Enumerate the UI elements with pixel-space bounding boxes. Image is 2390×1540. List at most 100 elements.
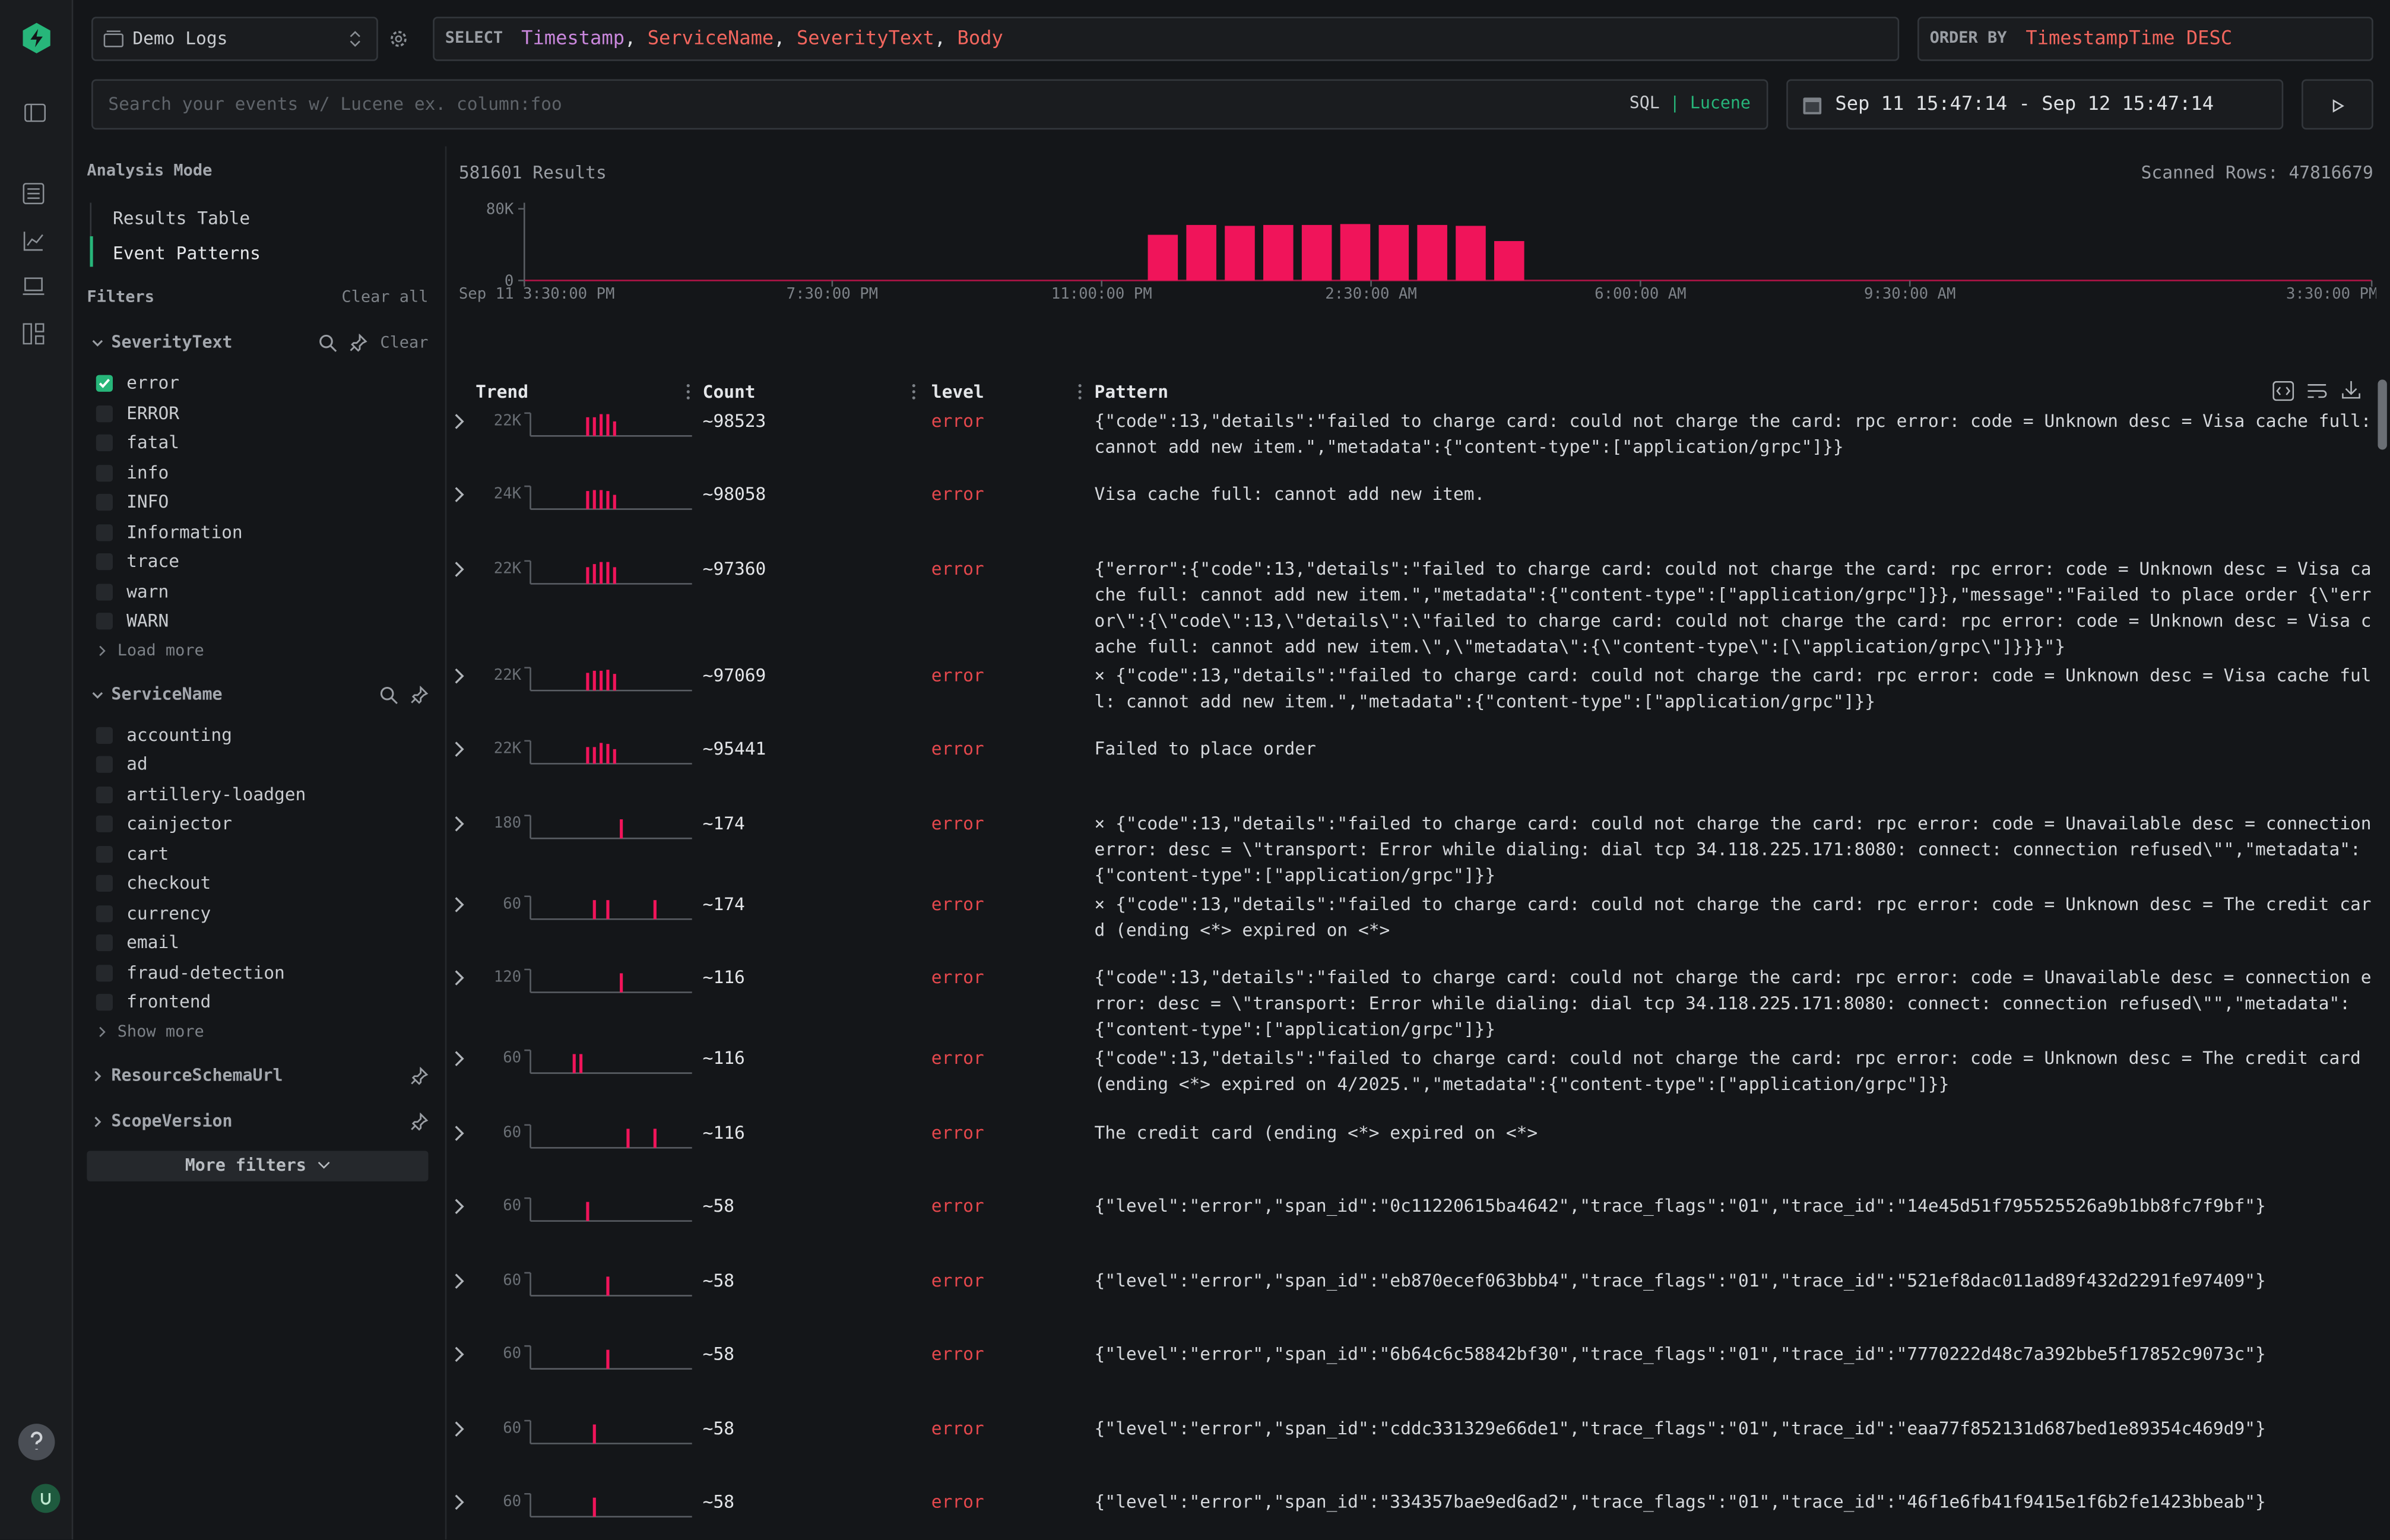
download-button[interactable] — [2341, 379, 2361, 399]
filter-option[interactable]: frontend — [73, 988, 442, 1018]
checkbox[interactable] — [96, 375, 113, 392]
expand-chevron[interactable] — [453, 1050, 465, 1067]
filter-option[interactable]: trace — [73, 547, 442, 577]
pattern-row[interactable]: 22K~97360error{"error":{"code":13,"detai… — [446, 556, 2376, 663]
checkbox[interactable] — [96, 964, 113, 981]
mode-option[interactable]: Results Table — [113, 207, 250, 229]
expand-chevron[interactable] — [453, 486, 465, 503]
wrap-button[interactable] — [2307, 382, 2327, 399]
column-header[interactable]: Count — [703, 378, 756, 407]
checkbox[interactable] — [96, 494, 113, 511]
expand-chevron[interactable] — [453, 413, 465, 429]
run-button[interactable] — [2302, 80, 2373, 130]
load-more[interactable]: Load more — [73, 636, 442, 664]
checkbox[interactable] — [96, 613, 113, 629]
filter-option[interactable]: accounting — [73, 720, 442, 750]
filter-option[interactable]: checkout — [73, 869, 442, 899]
column-header[interactable]: Trend — [476, 378, 528, 407]
checkbox[interactable] — [96, 994, 113, 1010]
checkbox[interactable] — [96, 756, 113, 773]
checkbox[interactable] — [96, 435, 113, 451]
more-filters-button[interactable]: More filters — [87, 1150, 428, 1180]
pin-icon[interactable] — [410, 1112, 429, 1130]
pattern-row[interactable]: 22K~97069error× {"code":13,"details":"fa… — [446, 663, 2376, 737]
pin-icon[interactable] — [410, 685, 429, 704]
expand-chevron[interactable] — [453, 969, 465, 986]
checkbox[interactable] — [96, 583, 113, 600]
search-nav[interactable] — [23, 183, 45, 204]
pattern-row[interactable]: 60~174error× {"code":13,"details":"faile… — [446, 891, 2376, 965]
search-icon[interactable] — [319, 334, 338, 352]
filter-option[interactable]: WARN — [73, 607, 442, 636]
column-header[interactable]: level — [931, 378, 984, 407]
pattern-row[interactable]: 22K~95441errorFailed to place order — [446, 736, 2376, 810]
checkbox[interactable] — [96, 786, 113, 803]
filter-option[interactable]: artillery-loadgen — [73, 779, 442, 809]
pattern-row[interactable]: 60~58error{"level":"error","span_id":"0c… — [446, 1193, 2376, 1268]
pattern-row[interactable]: 120~116error{"code":13,"details":"failed… — [446, 965, 2376, 1045]
select-input[interactable]: SELECT Timestamp, ServiceName, SeverityT… — [433, 17, 1899, 61]
filter-option[interactable]: info — [73, 458, 442, 488]
sql-mode[interactable]: SQL — [1630, 93, 1660, 113]
filter-option[interactable]: INFO — [73, 488, 442, 518]
filter-option[interactable]: ERROR — [73, 398, 442, 428]
checkbox[interactable] — [96, 875, 113, 892]
column-resizer[interactable] — [686, 382, 690, 401]
pattern-row[interactable]: 180~174error× {"code":13,"details":"fail… — [446, 810, 2376, 891]
expand-chevron[interactable] — [453, 741, 465, 758]
checkbox[interactable] — [96, 405, 113, 422]
filter-group-header[interactable]: ResourceSchemaUrl — [73, 1060, 442, 1091]
dashboards-nav[interactable] — [23, 323, 45, 344]
checkbox[interactable] — [96, 845, 113, 862]
filter-option[interactable]: currency — [73, 899, 442, 929]
filter-group-header[interactable]: ServiceName — [73, 679, 442, 709]
search-icon[interactable] — [379, 685, 398, 704]
load-more[interactable]: Show more — [73, 1018, 442, 1045]
filter-group-header[interactable]: ScopeVersion — [73, 1106, 442, 1136]
column-header[interactable]: Pattern — [1095, 378, 1168, 407]
column-resizer[interactable] — [1077, 382, 1082, 401]
checkbox[interactable] — [96, 726, 113, 743]
checkbox[interactable] — [96, 905, 113, 921]
expand-chevron[interactable] — [453, 1346, 465, 1362]
pattern-row[interactable]: 60~116error{"code":13,"details":"failed … — [446, 1045, 2376, 1120]
scrollbar-thumb[interactable] — [2378, 379, 2386, 449]
order-by-input[interactable]: ORDER BY TimestampTime DESC — [1917, 17, 2373, 61]
pattern-row[interactable]: 60~58error{"level":"error","span_id":"6b… — [446, 1341, 2376, 1415]
pattern-row[interactable]: 60~116errorThe credit card (ending <*> e… — [446, 1120, 2376, 1194]
expand-chevron[interactable] — [453, 815, 465, 831]
checkbox[interactable] — [96, 464, 113, 481]
settings-button[interactable] — [389, 29, 408, 49]
expand-chevron[interactable] — [453, 1198, 465, 1215]
filter-option[interactable]: ad — [73, 750, 442, 779]
pattern-row[interactable]: 60~58error{"level":"error","span_id":"33… — [446, 1490, 2376, 1540]
lucene-mode[interactable]: Lucene — [1690, 93, 1751, 113]
filter-option[interactable]: fraud-detection — [73, 958, 442, 988]
expand-chevron[interactable] — [453, 1420, 465, 1437]
column-resizer[interactable] — [911, 382, 916, 401]
chart-nav[interactable] — [23, 230, 45, 252]
expand-chevron[interactable] — [453, 667, 465, 683]
checkbox[interactable] — [96, 816, 113, 832]
filter-option[interactable]: fatal — [73, 428, 442, 458]
filter-option[interactable]: error — [73, 369, 442, 398]
pin-icon[interactable] — [410, 1066, 429, 1085]
checkbox[interactable] — [96, 553, 113, 570]
time-range[interactable]: Sep 11 15:47:14 - Sep 12 15:47:14 — [1786, 80, 2283, 130]
user-avatar[interactable] — [30, 1483, 61, 1513]
clear-filter[interactable]: Clear — [380, 328, 428, 358]
search-input[interactable]: Search your events w/ Lucene ex. column:… — [91, 80, 1768, 130]
expand-chevron[interactable] — [453, 1494, 465, 1510]
expand-chevron[interactable] — [453, 1272, 465, 1289]
filter-option[interactable]: cainjector — [73, 809, 442, 839]
expand-chevron[interactable] — [453, 1124, 465, 1141]
pattern-row[interactable]: 22K~98523error{"code":13,"details":"fail… — [446, 408, 2376, 482]
expand-chevron[interactable] — [453, 895, 465, 912]
view-code-button[interactable] — [2272, 381, 2294, 401]
filter-option[interactable]: cart — [73, 839, 442, 869]
pattern-row[interactable]: 60~58error{"level":"error","span_id":"eb… — [446, 1268, 2376, 1342]
filter-option[interactable]: email — [73, 929, 442, 958]
filter-group-header[interactable]: SeverityTextClear — [73, 328, 442, 358]
help-button[interactable] — [17, 1422, 56, 1462]
mode-option[interactable]: Event Patterns — [113, 242, 261, 264]
